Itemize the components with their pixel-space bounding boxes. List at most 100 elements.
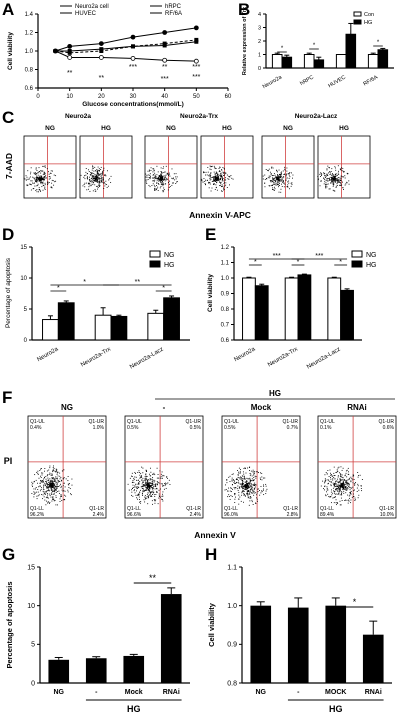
flow-event: [327, 175, 329, 176]
flow-event: [99, 182, 101, 184]
flow-event: [210, 166, 212, 168]
flow-event: [55, 468, 57, 470]
flow-event: [357, 485, 359, 487]
flow-event: [92, 178, 94, 180]
flow-event: [230, 175, 232, 176]
flow-event: [331, 168, 333, 170]
flow-event: [56, 482, 58, 484]
flow-event: [264, 179, 266, 180]
flow-event: [100, 169, 102, 170]
flow-event: [161, 483, 163, 485]
flow-event: [61, 470, 63, 472]
flow-event: [159, 175, 161, 176]
flow-event: [341, 491, 343, 493]
flow-event: [61, 479, 63, 481]
flow-event: [244, 488, 246, 490]
flow-event: [241, 492, 243, 494]
flow-event: [90, 172, 92, 173]
flow-event: [234, 494, 236, 496]
flow-event: [147, 488, 149, 489]
y-axis-label: Cell viability: [7, 32, 14, 70]
flow-event: [145, 487, 147, 489]
flow-event: [267, 169, 269, 171]
flow-event: [95, 176, 97, 178]
flow-event: [50, 487, 52, 489]
flow-event: [336, 490, 338, 492]
flow-event: [248, 467, 250, 469]
flow-event: [44, 499, 46, 501]
flow-event: [52, 477, 54, 479]
flow-event: [291, 182, 293, 184]
flow-plot-title: HG: [101, 125, 111, 132]
flow-event: [288, 173, 290, 175]
flow-event: [67, 480, 69, 482]
flow-event: [335, 504, 337, 506]
flow-event: [145, 483, 147, 485]
flow-event: [46, 475, 48, 477]
flow-event: [136, 497, 138, 499]
flow-event: [361, 490, 363, 492]
flow-event: [34, 173, 36, 175]
flow-event: [221, 186, 223, 188]
flow-event: [50, 483, 52, 484]
flow-event: [40, 170, 42, 172]
flow-event: [354, 497, 356, 499]
flow-event: [240, 486, 242, 487]
flow-event: [222, 178, 224, 180]
y-tick-label: 0.6: [221, 338, 230, 344]
flow-event: [53, 482, 54, 484]
flow-event: [156, 178, 158, 180]
flow-event: [139, 477, 141, 479]
flow-event: [96, 177, 98, 179]
flow-event: [152, 480, 154, 482]
flow-event: [52, 170, 53, 172]
flow-event: [137, 487, 138, 489]
flow-event: [248, 490, 250, 491]
bar: [303, 54, 315, 69]
flow-event: [43, 486, 44, 488]
flow-event: [91, 175, 93, 177]
flow-event: [171, 184, 173, 186]
flow-event: [265, 483, 267, 485]
flow-event: [205, 174, 207, 176]
flow-event: [150, 495, 152, 497]
flow-event: [248, 487, 250, 489]
flow-event: [214, 179, 216, 181]
flow-event: [209, 179, 211, 181]
quadrant-value: 1.0%: [93, 425, 105, 431]
flow-event: [155, 176, 157, 178]
flow-event: [331, 177, 333, 178]
flow-event: [90, 179, 92, 181]
flow-event: [238, 503, 240, 505]
flow-event: [34, 492, 36, 494]
flow-event: [275, 184, 277, 186]
flow-event: [248, 486, 250, 488]
flow-event: [164, 179, 166, 180]
flow-event: [238, 471, 240, 473]
flow-event: [207, 166, 209, 168]
flow-event: [324, 181, 326, 183]
flow-event: [56, 478, 58, 480]
flow-event: [221, 175, 222, 177]
flow-event: [140, 502, 142, 504]
flow-event: [333, 483, 335, 485]
flow-events: [317, 165, 350, 192]
flow-event: [208, 181, 210, 183]
flow-event: [35, 180, 37, 182]
flow-event: [246, 482, 248, 484]
flow-event: [256, 497, 257, 499]
flow-event: [330, 176, 332, 178]
flow-event: [353, 479, 355, 480]
flow-event: [341, 169, 343, 171]
flow-event: [219, 170, 221, 172]
flow-event: [230, 487, 232, 489]
flow-event: [150, 167, 152, 169]
flow-event: [42, 178, 43, 180]
flow-event: [216, 179, 218, 181]
flow-event: [329, 174, 331, 176]
flow-event: [45, 491, 47, 493]
y-tick-label: 1.4: [25, 12, 34, 18]
legend-entry: NG: [164, 252, 175, 259]
flow-event: [33, 177, 35, 179]
x-tick-label: -: [95, 689, 98, 696]
